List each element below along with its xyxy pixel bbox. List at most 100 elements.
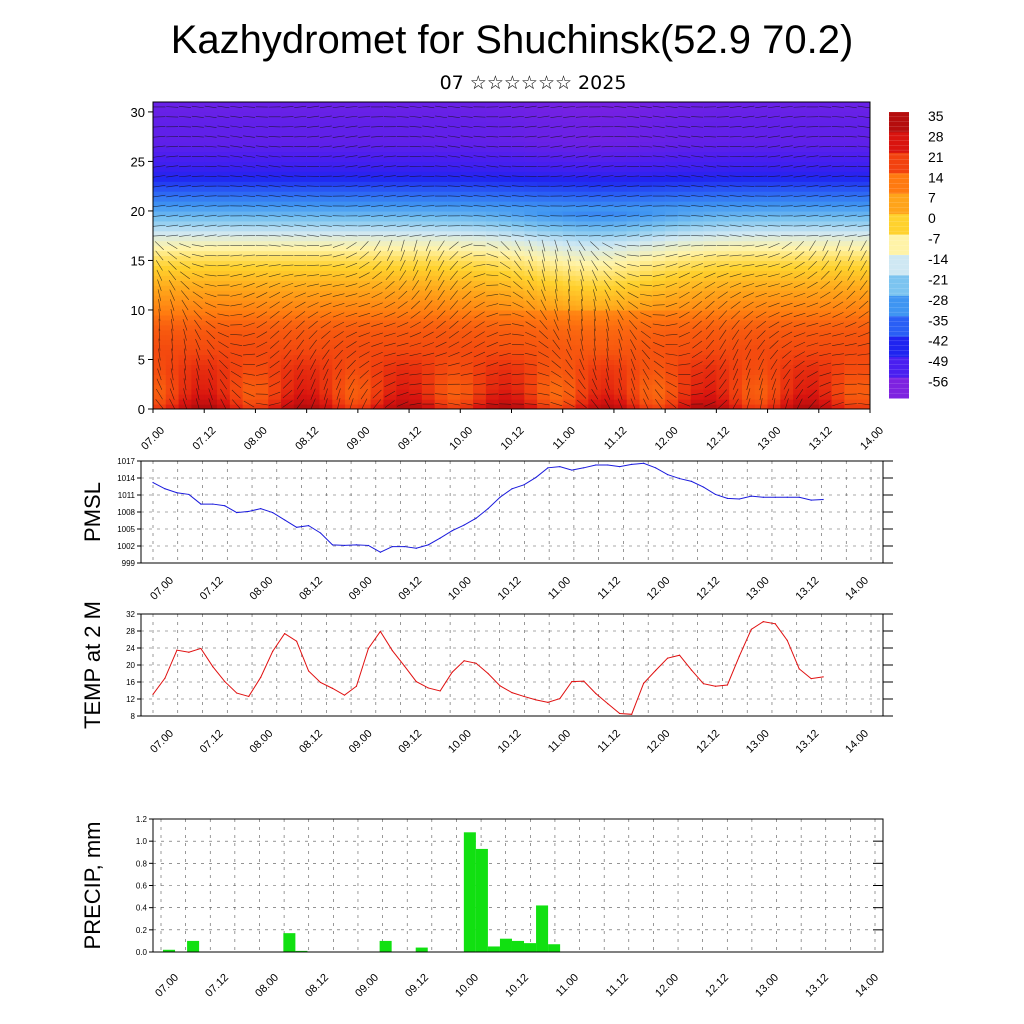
heatmap-cell bbox=[741, 181, 756, 187]
heatmap-cell bbox=[255, 201, 269, 207]
heatmap-cell bbox=[255, 106, 269, 113]
heatmap-cell bbox=[741, 309, 756, 316]
wind-barb bbox=[409, 125, 422, 128]
heatmap-cell bbox=[511, 374, 525, 380]
heatmap-cell bbox=[716, 364, 730, 370]
heatmap-cell bbox=[268, 205, 282, 212]
wind-barb bbox=[563, 390, 575, 398]
heatmap-cell bbox=[818, 275, 833, 281]
heatmap-cell bbox=[191, 181, 205, 187]
heatmap-cell bbox=[805, 156, 820, 163]
wind-barb bbox=[410, 321, 421, 329]
heatmap-cell bbox=[255, 146, 269, 153]
heatmap-cell bbox=[153, 290, 167, 296]
wind-barb bbox=[243, 363, 256, 365]
heatmap-cell bbox=[537, 131, 551, 138]
heatmap-cell bbox=[652, 116, 666, 123]
heatmap-cell bbox=[613, 285, 628, 291]
heatmap-cell bbox=[857, 290, 870, 296]
heatmap-cell bbox=[511, 151, 525, 158]
wind-barb bbox=[399, 259, 406, 271]
heatmap-cell bbox=[780, 270, 794, 276]
heatmap-cell bbox=[793, 255, 807, 262]
heatmap-cell bbox=[729, 240, 743, 247]
wind-barb bbox=[321, 339, 331, 350]
wind-barb bbox=[179, 252, 191, 259]
wind-barb bbox=[435, 105, 448, 109]
wind-barb bbox=[653, 351, 665, 358]
heatmap-cell bbox=[332, 225, 346, 232]
heatmap-cell bbox=[306, 250, 321, 257]
heatmap-cell bbox=[460, 215, 474, 222]
heatmap-cell bbox=[460, 121, 474, 128]
heatmap-cell bbox=[498, 245, 513, 252]
heatmap-cell bbox=[690, 106, 705, 113]
wind-barb bbox=[371, 135, 384, 138]
heatmap-cell bbox=[818, 136, 833, 143]
heatmap-cell bbox=[217, 290, 231, 296]
wind-barb bbox=[256, 282, 268, 288]
heatmap-cell bbox=[319, 255, 333, 262]
wind-barb bbox=[580, 328, 584, 341]
heatmap-cell bbox=[767, 319, 781, 326]
heatmap-cell bbox=[498, 300, 513, 306]
heatmap-cell bbox=[588, 250, 602, 257]
heatmap-cell bbox=[588, 394, 602, 400]
wind-barb bbox=[652, 105, 665, 109]
heatmap-cell bbox=[434, 186, 449, 192]
heatmap-cell bbox=[601, 319, 615, 326]
heatmap-cell bbox=[511, 111, 525, 118]
heatmap-cell bbox=[652, 191, 666, 197]
heatmap-cell bbox=[473, 201, 487, 207]
heatmap-cell bbox=[498, 230, 513, 237]
heatmap-cell bbox=[857, 126, 870, 133]
wind-barb bbox=[652, 323, 665, 327]
wind-barb bbox=[592, 368, 597, 381]
heatmap-cell bbox=[767, 230, 781, 237]
heatmap-cell bbox=[857, 141, 870, 148]
heatmap-cell bbox=[511, 161, 525, 167]
heatmap-cell bbox=[549, 156, 564, 163]
wind-barb bbox=[652, 145, 665, 148]
wind-barb bbox=[460, 383, 473, 385]
heatmap-cell bbox=[306, 309, 321, 316]
heatmap-cell bbox=[434, 210, 449, 217]
heatmap-cell bbox=[178, 379, 193, 385]
heatmap-cell bbox=[524, 394, 538, 400]
heatmap-cell bbox=[805, 181, 820, 187]
heatmap-cell bbox=[831, 166, 845, 172]
heatmap-cell bbox=[255, 319, 269, 326]
heatmap-cell bbox=[818, 181, 833, 187]
heatmap-cell bbox=[357, 235, 372, 242]
heatmap-cell bbox=[524, 300, 538, 306]
wind-barb bbox=[524, 115, 537, 118]
heatmap-cell bbox=[421, 126, 436, 133]
wind-barb bbox=[396, 204, 409, 208]
wind-barb bbox=[281, 244, 294, 247]
heatmap-cell bbox=[383, 181, 397, 187]
wind-barb bbox=[448, 341, 460, 348]
wind-barb bbox=[550, 115, 563, 119]
heatmap-cell bbox=[319, 344, 333, 351]
heatmap-cell bbox=[281, 240, 295, 247]
wind-barb bbox=[513, 281, 523, 290]
heatmap-cell bbox=[383, 171, 397, 177]
heatmap-cell bbox=[601, 314, 615, 321]
heatmap-cell bbox=[332, 146, 346, 153]
heatmap-cell bbox=[831, 265, 845, 271]
wind-barb bbox=[243, 343, 255, 346]
wind-barb bbox=[541, 289, 546, 301]
heatmap-cell bbox=[473, 300, 487, 306]
heatmap-cell bbox=[242, 389, 257, 395]
heatmap-cell bbox=[306, 399, 321, 405]
wind-barb bbox=[499, 282, 511, 288]
heatmap-cell bbox=[754, 285, 769, 291]
wind-barb bbox=[703, 194, 716, 198]
heatmap-cell bbox=[217, 205, 231, 212]
wind-barb bbox=[204, 244, 217, 247]
heatmap-cell bbox=[255, 181, 269, 187]
wind-barb bbox=[511, 105, 524, 108]
wind-barb bbox=[205, 320, 216, 329]
heatmap-cell bbox=[524, 171, 538, 177]
heatmap-cell bbox=[690, 324, 705, 331]
